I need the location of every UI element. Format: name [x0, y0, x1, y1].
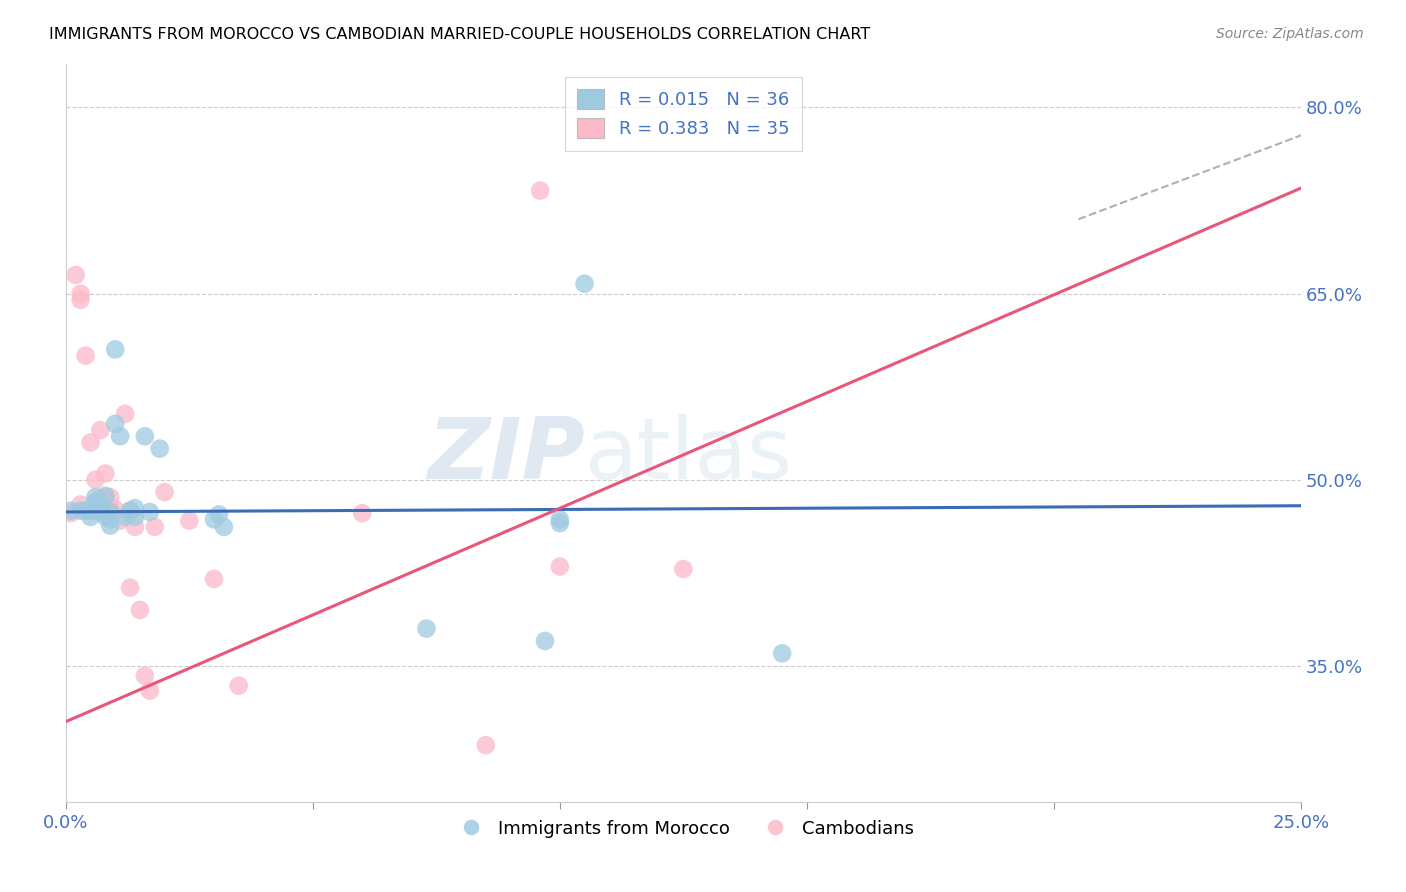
- Point: [124, 520, 146, 534]
- Point: [79, 504, 101, 518]
- Point: [474, 738, 496, 752]
- Point: [89, 423, 111, 437]
- Point: [104, 343, 127, 357]
- Text: Source: ZipAtlas.com: Source: ZipAtlas.com: [1216, 27, 1364, 41]
- Point: [548, 559, 571, 574]
- Point: [98, 518, 121, 533]
- Point: [94, 467, 117, 481]
- Point: [84, 498, 107, 512]
- Point: [143, 520, 166, 534]
- Point: [118, 504, 141, 518]
- Point: [202, 512, 225, 526]
- Text: ZIP: ZIP: [427, 414, 585, 497]
- Legend: Immigrants from Morocco, Cambodians: Immigrants from Morocco, Cambodians: [446, 813, 921, 845]
- Point: [75, 349, 97, 363]
- Point: [149, 442, 172, 456]
- Point: [228, 679, 250, 693]
- Point: [84, 490, 107, 504]
- Point: [118, 581, 141, 595]
- Point: [89, 500, 111, 514]
- Point: [134, 429, 156, 443]
- Point: [69, 293, 91, 307]
- Point: [770, 646, 793, 660]
- Point: [124, 509, 146, 524]
- Point: [98, 505, 121, 519]
- Point: [94, 489, 117, 503]
- Point: [89, 491, 111, 506]
- Point: [98, 490, 121, 504]
- Point: [212, 520, 235, 534]
- Point: [65, 268, 87, 282]
- Point: [208, 508, 231, 522]
- Point: [59, 506, 82, 520]
- Point: [84, 498, 107, 512]
- Point: [672, 562, 695, 576]
- Point: [75, 504, 97, 518]
- Point: [108, 429, 131, 443]
- Point: [548, 516, 571, 530]
- Point: [129, 603, 152, 617]
- Point: [548, 512, 571, 526]
- Point: [94, 509, 117, 524]
- Point: [98, 512, 121, 526]
- Point: [89, 502, 111, 516]
- Point: [124, 501, 146, 516]
- Point: [352, 506, 374, 520]
- Point: [69, 498, 91, 512]
- Point: [79, 509, 101, 524]
- Point: [84, 495, 107, 509]
- Point: [139, 505, 162, 519]
- Point: [104, 502, 127, 516]
- Point: [69, 286, 91, 301]
- Point: [534, 634, 557, 648]
- Point: [79, 504, 101, 518]
- Point: [89, 504, 111, 518]
- Point: [104, 417, 127, 431]
- Point: [94, 490, 117, 504]
- Point: [69, 504, 91, 518]
- Point: [84, 473, 107, 487]
- Point: [89, 505, 111, 519]
- Point: [79, 435, 101, 450]
- Text: IMMIGRANTS FROM MOROCCO VS CAMBODIAN MARRIED-COUPLE HOUSEHOLDS CORRELATION CHART: IMMIGRANTS FROM MOROCCO VS CAMBODIAN MAR…: [49, 27, 870, 42]
- Point: [134, 669, 156, 683]
- Point: [202, 572, 225, 586]
- Point: [179, 514, 201, 528]
- Point: [108, 514, 131, 528]
- Point: [114, 407, 136, 421]
- Point: [139, 683, 162, 698]
- Text: atlas: atlas: [585, 414, 793, 497]
- Point: [529, 184, 551, 198]
- Point: [415, 622, 437, 636]
- Point: [118, 504, 141, 518]
- Point: [98, 502, 121, 516]
- Point: [59, 504, 82, 518]
- Point: [574, 277, 596, 291]
- Point: [114, 509, 136, 524]
- Point: [153, 485, 176, 500]
